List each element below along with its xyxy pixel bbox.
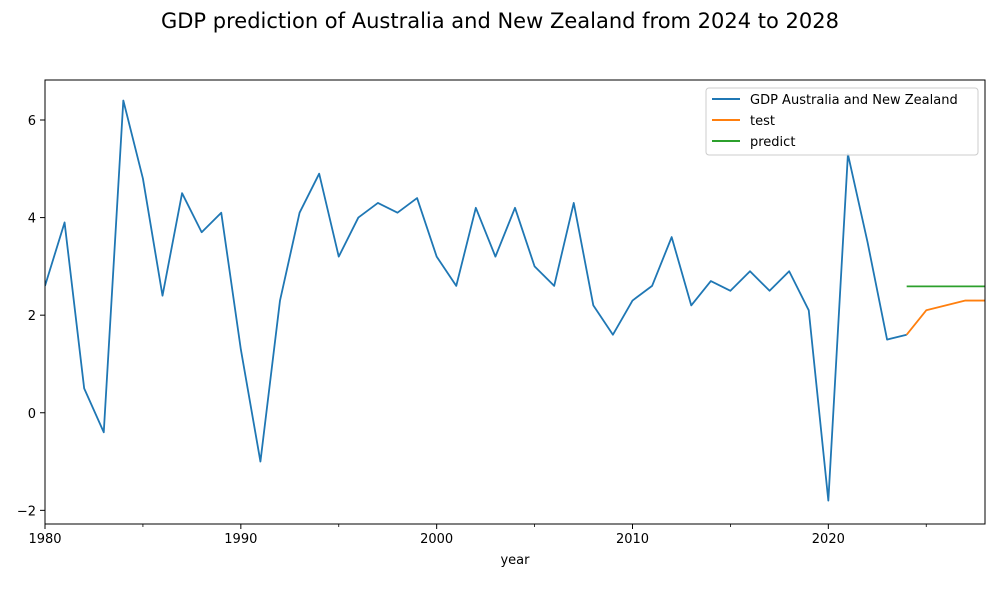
x-axis: 1980 1990 2000 2010 2020 (28, 524, 927, 547)
series-line-gdp-australia-and-new-zealand (45, 99, 907, 502)
axes-frame (44, 79, 986, 525)
x-tick-label: 1990 (224, 532, 257, 547)
chart-title: GDP prediction of Australia and New Zeal… (161, 9, 839, 33)
x-tick-label: 1980 (28, 532, 61, 547)
x-tick-label: 2000 (420, 532, 453, 547)
legend-label: GDP Australia and New Zealand (750, 93, 958, 108)
plot-area (45, 99, 985, 502)
y-tick-label: −2 (17, 504, 36, 519)
x-tick-label: 2020 (812, 532, 845, 547)
x-axis-label: year (500, 553, 530, 568)
y-tick-label: 6 (28, 114, 36, 129)
legend-label: test (750, 114, 775, 129)
series-line-test (905, 299, 985, 336)
legend-box (705, 87, 979, 156)
legend-label: predict (750, 135, 795, 150)
y-axis: −2 0 2 4 6 (17, 114, 45, 519)
y-tick-label: 2 (28, 309, 36, 324)
legend: GDP Australia and New Zealand test predict (705, 87, 979, 156)
x-tick-label: 2010 (616, 532, 649, 547)
y-tick-label: 0 (28, 407, 36, 422)
y-tick-label: 4 (28, 212, 36, 227)
